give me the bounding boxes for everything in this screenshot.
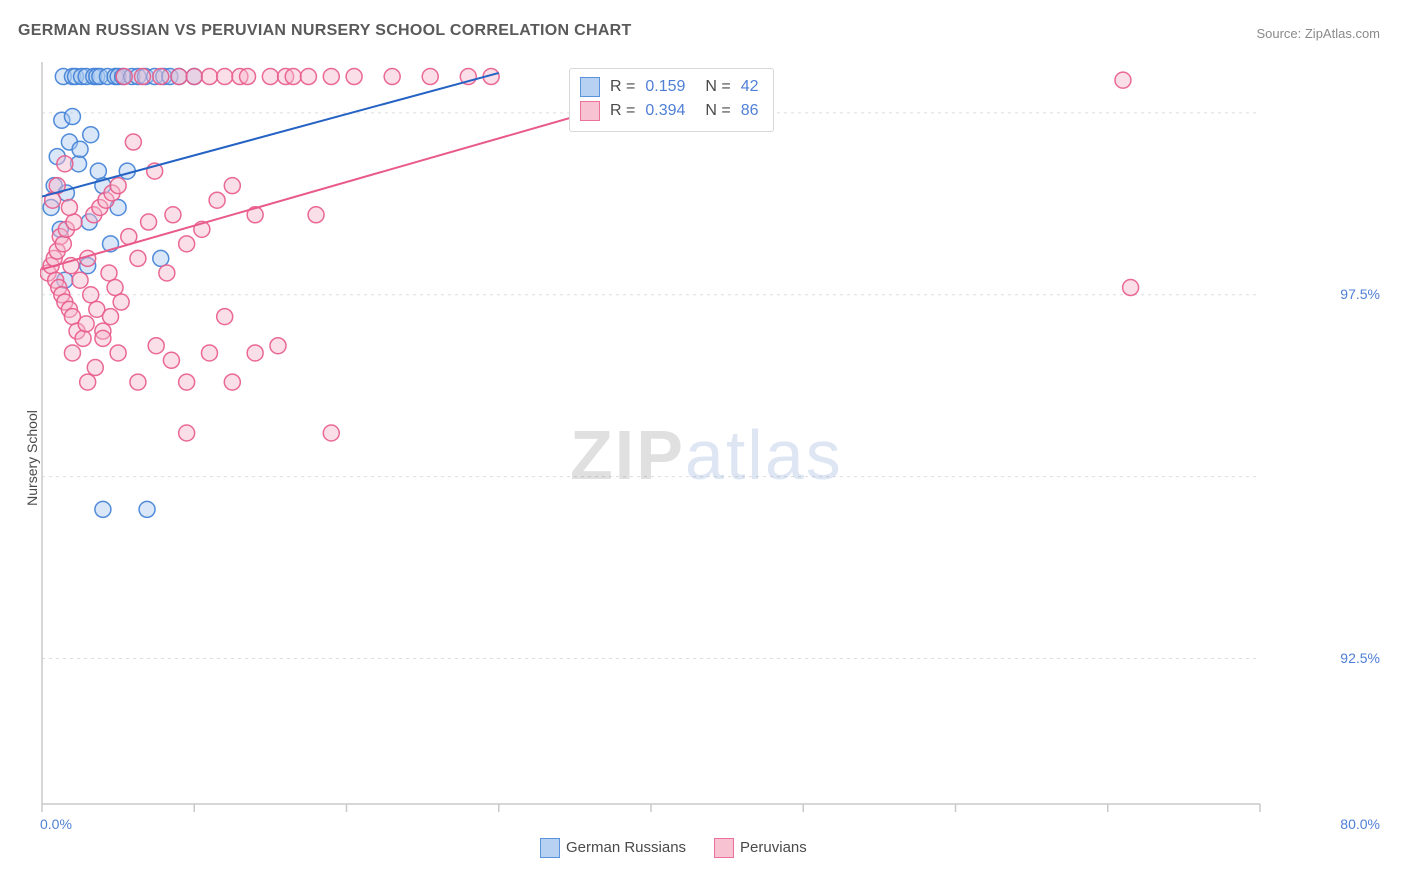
n-value: 42 (741, 75, 759, 99)
y-tick-label: 92.5% (1340, 650, 1380, 666)
stats-row: R = 0.159 N = 42 (580, 75, 759, 99)
legend-label: Peruvians (740, 839, 807, 856)
legend-swatch-icon (580, 101, 600, 121)
plot-wrapper: Nursery School R = 0.159N = 42R = 0.394N… (40, 60, 1380, 856)
stats-row: R = 0.394 N = 86 (580, 99, 759, 123)
legend-swatch-icon (714, 838, 734, 858)
x-legend: German Russians Peruvians (540, 838, 807, 858)
legend-label: German Russians (566, 839, 686, 856)
n-value: 86 (741, 99, 759, 123)
legend-item: Peruvians (714, 838, 807, 858)
legend-swatch-icon (540, 838, 560, 858)
legend-item: German Russians (540, 838, 686, 858)
n-label: N = (705, 75, 730, 99)
n-label: N = (705, 99, 730, 123)
source-label: Source: ZipAtlas.com (1256, 26, 1380, 41)
x-tick-label: 0.0% (40, 816, 72, 832)
chart-title: GERMAN RUSSIAN VS PERUVIAN NURSERY SCHOO… (18, 22, 632, 40)
y-axis-label: Nursery School (24, 410, 40, 506)
r-label: R = (610, 99, 635, 123)
r-value: 0.394 (645, 99, 685, 123)
x-tick-label: 80.0% (1340, 816, 1380, 832)
legend-swatch-icon (580, 77, 600, 97)
stats-box: R = 0.159 N = 42 R = 0.394 N = 86 (569, 68, 774, 132)
r-value: 0.159 (645, 75, 685, 99)
scatter-plot (40, 60, 1330, 830)
y-tick-label: 97.5% (1340, 286, 1380, 302)
r-label: R = (610, 75, 635, 99)
